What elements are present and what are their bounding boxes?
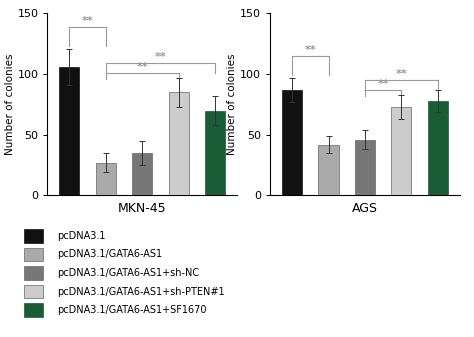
Text: **: ** (304, 45, 316, 55)
Text: **: ** (377, 79, 389, 89)
Bar (169, 92, 189, 195)
Bar (319, 145, 338, 195)
Text: **: ** (396, 69, 407, 79)
Text: pcDNA3.1/GATA6-AS1+sh-PTEN#1: pcDNA3.1/GATA6-AS1+sh-PTEN#1 (57, 286, 225, 297)
X-axis label: MKN-45: MKN-45 (118, 203, 166, 215)
Text: pcDNA3.1/GATA6-AS1+sh-NC: pcDNA3.1/GATA6-AS1+sh-NC (57, 268, 199, 278)
Bar (96, 163, 116, 195)
X-axis label: AGS: AGS (352, 203, 378, 215)
Text: **: ** (155, 52, 166, 62)
Text: pcDNA3.1/GATA6-AS1+SF1670: pcDNA3.1/GATA6-AS1+SF1670 (57, 305, 206, 315)
Text: pcDNA3.1/GATA6-AS1: pcDNA3.1/GATA6-AS1 (57, 249, 162, 259)
Bar (392, 107, 411, 195)
Bar (59, 67, 79, 195)
Bar (205, 111, 225, 195)
Bar (355, 140, 375, 195)
Y-axis label: Number of colonies: Number of colonies (5, 54, 15, 155)
Bar (282, 90, 302, 195)
Text: pcDNA3.1: pcDNA3.1 (57, 231, 105, 241)
Y-axis label: Number of colonies: Number of colonies (228, 54, 237, 155)
Text: **: ** (82, 16, 93, 26)
Bar (428, 101, 448, 195)
Bar (132, 153, 152, 195)
Text: **: ** (137, 62, 148, 72)
